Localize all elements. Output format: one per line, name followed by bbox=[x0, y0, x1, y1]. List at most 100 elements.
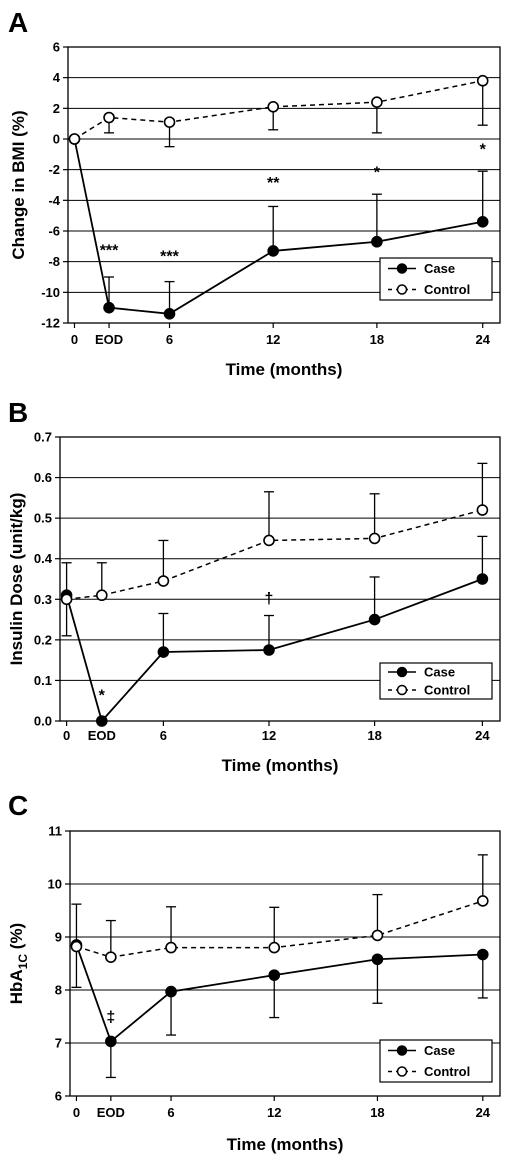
control-marker bbox=[165, 941, 177, 954]
case-marker bbox=[476, 948, 489, 961]
plot-frame bbox=[67, 46, 501, 324]
y-tick-label: -10 bbox=[41, 285, 60, 300]
y-tick-label: 0.2 bbox=[34, 632, 52, 647]
control-marker bbox=[96, 589, 108, 602]
control-marker bbox=[476, 504, 489, 516]
y-tick-label: -8 bbox=[48, 254, 60, 269]
significance-mark: *** bbox=[160, 249, 179, 266]
legend-label: Case bbox=[424, 665, 455, 680]
plot-frame bbox=[69, 830, 501, 1097]
y-axis-title: Change in BMI (%) bbox=[9, 110, 28, 259]
x-tick-label: 12 bbox=[266, 332, 280, 347]
case-marker bbox=[371, 235, 383, 248]
panel-letter: A bbox=[8, 7, 28, 38]
y-axis-title: Insulin Dose (unit/kg) bbox=[7, 493, 26, 666]
y-tick-label: -4 bbox=[48, 193, 60, 208]
case-marker bbox=[103, 301, 115, 314]
y-tick-label: 4 bbox=[53, 70, 61, 85]
y-tick-label: 2 bbox=[53, 101, 60, 116]
x-tick-label: 6 bbox=[167, 1105, 174, 1120]
case-marker bbox=[157, 646, 170, 658]
control-marker bbox=[163, 116, 176, 128]
x-tick-label: 12 bbox=[262, 728, 276, 743]
control-marker bbox=[371, 929, 384, 942]
y-tick-label: 0.6 bbox=[34, 470, 52, 485]
x-axis-title: Time (months) bbox=[227, 1135, 344, 1154]
case-series-line bbox=[65, 578, 483, 723]
x-tick-label: 0 bbox=[73, 1105, 80, 1120]
case-marker bbox=[476, 573, 489, 585]
x-tick-label: EOD bbox=[97, 1105, 125, 1120]
x-tick-label: 18 bbox=[370, 332, 384, 347]
legend-label: Case bbox=[424, 261, 455, 276]
control-marker bbox=[60, 593, 73, 606]
control-marker bbox=[157, 575, 170, 587]
y-tick-label: 8 bbox=[55, 983, 62, 998]
legend: Case Control bbox=[379, 257, 493, 301]
panel-letter: C bbox=[8, 790, 28, 821]
y-tick-label: -12 bbox=[41, 316, 60, 331]
control-marker bbox=[267, 101, 280, 113]
y-tick-label: 6 bbox=[55, 1089, 62, 1104]
x-tick-label: 24 bbox=[475, 728, 490, 743]
case-series-line bbox=[73, 138, 483, 315]
y-tick-label: 6 bbox=[53, 40, 60, 55]
control-marker bbox=[368, 532, 381, 545]
x-tick-label: EOD bbox=[95, 332, 123, 347]
x-tick-label: 0 bbox=[71, 332, 78, 347]
y-tick-label: 0.0 bbox=[34, 714, 52, 729]
control-marker bbox=[476, 74, 489, 87]
legend: Case Control bbox=[379, 1039, 493, 1083]
x-tick-label: EOD bbox=[88, 728, 116, 743]
y-tick-label: -2 bbox=[48, 162, 60, 177]
x-tick-label: 18 bbox=[367, 728, 381, 743]
case-marker bbox=[96, 715, 108, 727]
y-tick-label: 11 bbox=[48, 824, 62, 839]
y-tick-label: 0.5 bbox=[34, 511, 52, 526]
significance-mark: † bbox=[265, 590, 274, 607]
x-axis-title: Time (months) bbox=[226, 360, 343, 379]
y-tick-label: 10 bbox=[48, 877, 62, 892]
x-tick-label: 24 bbox=[476, 1105, 491, 1120]
y-axis-title: HbA1C (%) bbox=[7, 923, 30, 1004]
y-tick-label: 0.4 bbox=[34, 551, 53, 566]
case-marker bbox=[476, 216, 489, 228]
plot-frame bbox=[59, 436, 501, 722]
case-marker bbox=[267, 245, 280, 257]
significance-mark: * bbox=[374, 164, 381, 181]
x-tick-label: 6 bbox=[160, 728, 167, 743]
control-marker bbox=[103, 111, 115, 124]
y-tick-label: 0.1 bbox=[34, 673, 52, 688]
significance-mark: * bbox=[480, 141, 487, 158]
legend-swatch-marker bbox=[396, 684, 408, 696]
control-marker bbox=[105, 951, 117, 963]
significance-mark: * bbox=[99, 688, 106, 705]
significance-mark: ** bbox=[267, 175, 280, 192]
legend-label: Control bbox=[424, 683, 470, 698]
panel-b: B 0.0 0.1 0.2 0.3 0.4 0.5 0.6 0.7 0 EOD 6 12 18 24 Time… bbox=[7, 397, 501, 775]
x-tick-label: 12 bbox=[267, 1105, 281, 1120]
control-marker bbox=[371, 96, 383, 108]
legend-swatch-marker bbox=[396, 1066, 408, 1077]
y-tick-label: 0 bbox=[53, 132, 60, 147]
control-marker bbox=[268, 941, 281, 954]
case-marker bbox=[371, 953, 384, 966]
case-marker bbox=[163, 307, 176, 320]
x-tick-label: 18 bbox=[370, 1105, 384, 1120]
control-series-line bbox=[74, 79, 483, 140]
control-series-line bbox=[76, 900, 484, 958]
panel-c: C 6 7 8 9 10 11 0 EOD 6 12 18 24 Time (months) HbA1C (… bbox=[7, 790, 501, 1154]
case-marker bbox=[105, 1035, 117, 1048]
control-marker bbox=[263, 534, 275, 547]
legend-swatch-marker bbox=[396, 666, 408, 678]
y-tick-label: 7 bbox=[55, 1036, 62, 1051]
case-marker bbox=[263, 644, 275, 656]
y-tick-label: -6 bbox=[48, 224, 60, 239]
case-marker bbox=[368, 613, 381, 626]
control-marker bbox=[476, 895, 489, 907]
case-marker bbox=[268, 969, 281, 981]
legend: Case Control bbox=[379, 662, 493, 700]
legend-label: Control bbox=[424, 282, 470, 297]
